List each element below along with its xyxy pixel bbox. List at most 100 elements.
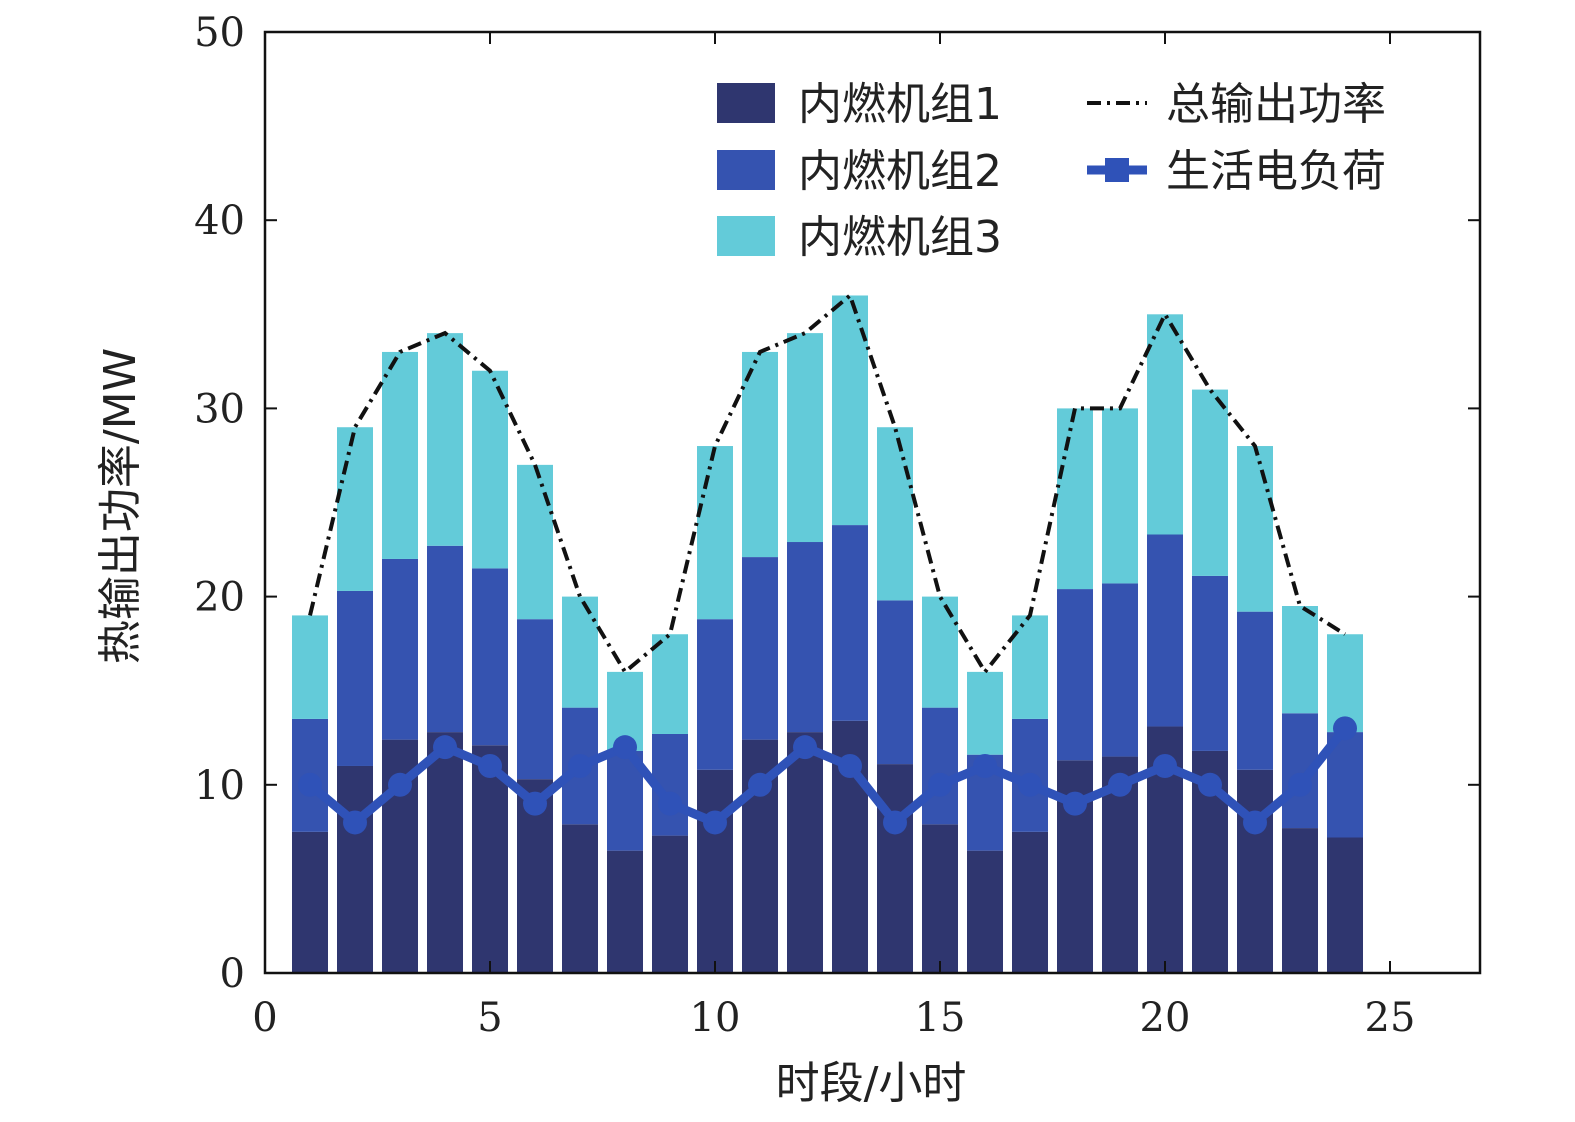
bar-series3-x4 (427, 333, 463, 546)
marker-series5-x18 (1063, 791, 1087, 816)
bar-series1-x1 (292, 831, 328, 973)
marker-series5-x20 (1153, 753, 1177, 778)
bar-series1-x24 (1327, 837, 1363, 973)
marker-series5-x9 (658, 791, 682, 816)
marker-series5-x21 (1198, 772, 1222, 797)
x-tick-label: 5 (477, 995, 502, 1041)
y-tick-label: 40 (194, 198, 245, 244)
marker-series5-x17 (1018, 772, 1042, 797)
y-axis-label: 热输出功率/MW (95, 348, 146, 664)
line-series5 (307, 725, 1349, 827)
bar-series3-x10 (697, 446, 733, 620)
bar-series1-x23 (1282, 828, 1318, 973)
bar-series1-x8 (607, 850, 643, 973)
bar-series1-x15 (922, 824, 958, 973)
x-axis-label: 时段/小时 (776, 1058, 967, 1109)
bar-series2-x6 (517, 619, 553, 780)
bar-series3-x7 (562, 596, 598, 708)
bar-series2-x2 (337, 590, 373, 766)
x-tick-label: 0 (252, 995, 277, 1041)
bar-series1-x4 (427, 732, 463, 973)
lines-layer (298, 292, 1357, 835)
bar-series3-x17 (1012, 615, 1048, 719)
bar-series3-x5 (472, 370, 508, 569)
legend-swatch-2 (717, 150, 775, 190)
y-tick-label: 10 (194, 763, 245, 809)
marker-series5-x13 (838, 753, 862, 778)
marker-series5-x3 (388, 772, 412, 797)
bar-series3-x21 (1192, 389, 1228, 576)
bar-series1-x17 (1012, 831, 1048, 973)
bar-series2-x22 (1237, 611, 1273, 770)
bar-series3-x22 (1237, 446, 1273, 612)
bar-series1-x14 (877, 764, 913, 973)
x-tick-label: 20 (1140, 995, 1191, 1041)
y-tick-label: 0 (220, 951, 245, 997)
legend-swatch-1 (717, 83, 775, 123)
bar-series3-x23 (1282, 606, 1318, 714)
x-tick-label: 25 (1365, 995, 1416, 1041)
bar-series3-x12 (787, 333, 823, 543)
bar-series2-x18 (1057, 589, 1093, 761)
legend-label-2: 内燃机组2 (798, 146, 1002, 197)
marker-series5-x16 (973, 753, 997, 778)
bar-series3-x11 (742, 351, 778, 558)
y-tick-label: 30 (194, 386, 245, 432)
bar-series2-x13 (832, 525, 868, 721)
bar-series2-x20 (1147, 534, 1183, 727)
legend-label-4: 总输出功率 (1166, 79, 1386, 130)
bars-layer (292, 295, 1363, 973)
bar-series2-x3 (382, 558, 418, 740)
x-tick-label: 10 (690, 995, 741, 1041)
bar-series1-x16 (967, 850, 1003, 973)
bar-series3-x15 (922, 596, 958, 708)
bar-series1-x7 (562, 824, 598, 973)
y-tick-label: 20 (194, 575, 245, 621)
legend-marker-5 (1105, 158, 1129, 182)
bar-series2-x14 (877, 600, 913, 765)
x-tick-label: 15 (915, 995, 966, 1041)
marker-series5-x23 (1288, 772, 1312, 797)
plot-frame (263, 30, 1482, 975)
marker-series5-x1 (298, 772, 322, 797)
bar-series2-x19 (1102, 583, 1138, 757)
line-series4 (308, 292, 1347, 676)
bar-series2-x4 (427, 545, 463, 733)
legend-label-5: 生活电负荷 (1166, 146, 1386, 197)
marker-series5-x6 (523, 791, 547, 816)
bar-series2-x15 (922, 707, 958, 825)
legend-label-1: 内燃机组1 (798, 79, 1002, 130)
marker-series5-x24 (1333, 716, 1357, 741)
bar-series3-x20 (1147, 314, 1183, 535)
legend-label-3: 内燃机组3 (798, 212, 1002, 263)
marker-series5-x8 (613, 735, 637, 760)
marker-series5-x15 (928, 772, 952, 797)
bar-series1-x9 (652, 835, 688, 973)
marker-series5-x4 (433, 735, 457, 760)
bar-series2-x5 (472, 568, 508, 746)
bar-series2-x10 (697, 619, 733, 770)
marker-series5-x10 (703, 810, 727, 835)
marker-series5-x14 (883, 810, 907, 835)
bar-series3-x1 (292, 615, 328, 719)
bar-series1-x22 (1237, 769, 1273, 973)
bar-series3-x2 (337, 427, 373, 591)
bar-series2-x12 (787, 542, 823, 733)
bar-series3-x9 (652, 634, 688, 734)
bar-series3-x16 (967, 671, 1003, 755)
bar-series3-x3 (382, 351, 418, 559)
legend-swatch-3 (717, 216, 775, 256)
marker-series5-x2 (343, 810, 367, 835)
marker-series5-x19 (1108, 772, 1132, 797)
bar-series3-x14 (877, 427, 913, 601)
bar-series3-x19 (1102, 408, 1138, 584)
bar-series1-x10 (697, 769, 733, 973)
marker-series5-x7 (568, 753, 592, 778)
bar-series2-x11 (742, 557, 778, 740)
bar-series3-x18 (1057, 408, 1093, 590)
bar-series1-x2 (337, 765, 373, 973)
marker-series5-x12 (793, 735, 817, 760)
bar-series3-x6 (517, 464, 553, 620)
